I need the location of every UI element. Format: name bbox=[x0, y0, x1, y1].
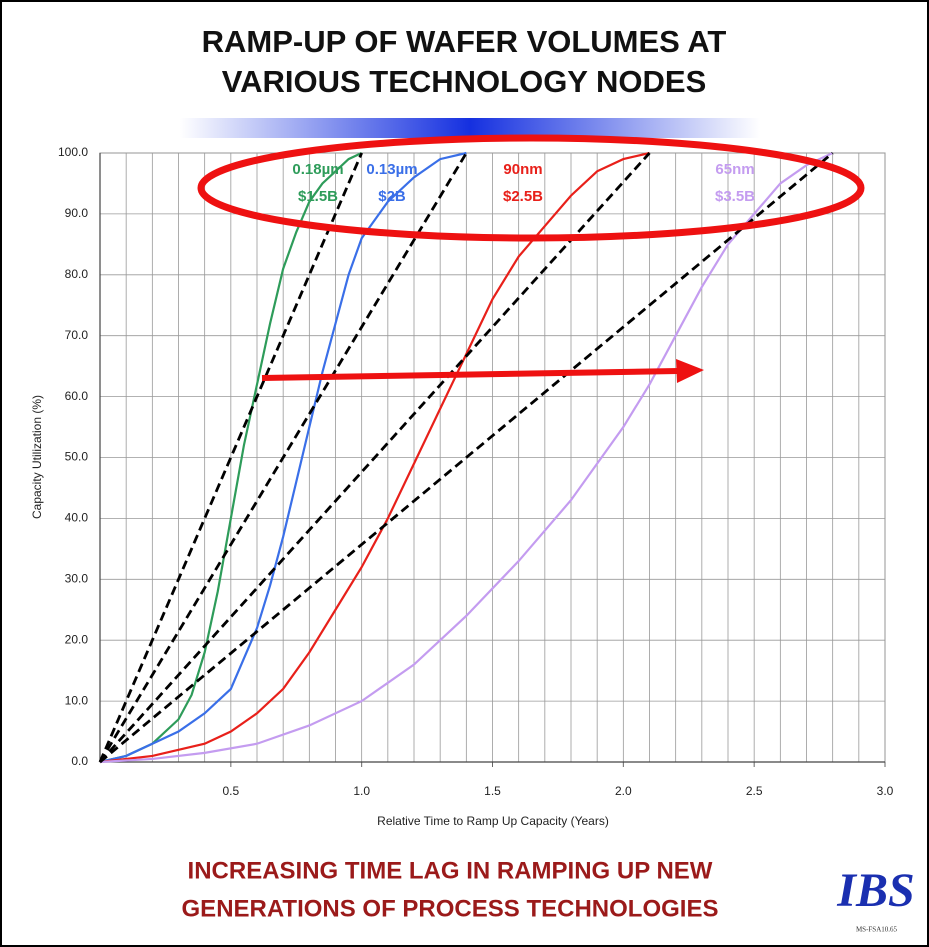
series-label: 90nm bbox=[503, 161, 542, 178]
x-tick-label: 3.0 bbox=[877, 784, 894, 798]
y-tick-label: 80.0 bbox=[65, 267, 89, 281]
footer-text: INCREASING TIME LAG IN RAMPING UP NEW bbox=[188, 857, 713, 884]
highlight-ellipse bbox=[197, 134, 865, 242]
series-cost: $3.5B bbox=[715, 188, 755, 205]
x-axis-label: Relative Time to Ramp Up Capacity (Years… bbox=[377, 814, 609, 828]
series-label: 0.18µm bbox=[292, 161, 343, 178]
arrow-shaft bbox=[261, 368, 679, 381]
y-tick-label: 40.0 bbox=[65, 511, 89, 525]
series-cost: $1.5B bbox=[298, 188, 338, 205]
x-tick-label: 2.5 bbox=[746, 784, 763, 798]
y-tick-label: 50.0 bbox=[65, 450, 89, 464]
y-tick-label: 10.0 bbox=[65, 693, 89, 707]
series-cost: $2B bbox=[378, 188, 406, 205]
y-tick-label: 20.0 bbox=[65, 632, 89, 646]
y-tick-label: 100.0 bbox=[58, 145, 88, 159]
series-line bbox=[99, 151, 650, 764]
dashed-line bbox=[98, 152, 363, 763]
title-bar bbox=[180, 118, 760, 138]
x-tick-label: 1.0 bbox=[353, 784, 370, 798]
dashed-line bbox=[99, 151, 834, 764]
y-tick-label: 70.0 bbox=[65, 328, 89, 342]
dashed-line bbox=[98, 152, 468, 763]
y-tick-label: 90.0 bbox=[65, 206, 89, 220]
series-cost: $2.5B bbox=[503, 188, 543, 205]
x-tick-label: 1.5 bbox=[484, 784, 501, 798]
chart-title: RAMP-UP OF WAFER VOLUMES AT bbox=[202, 24, 727, 59]
series-line bbox=[99, 151, 467, 764]
y-tick-label: 30.0 bbox=[65, 571, 89, 585]
x-tick-label: 0.5 bbox=[222, 784, 239, 798]
y-tick-label: 0.0 bbox=[71, 754, 88, 768]
footer-text: GENERATIONS OF PROCESS TECHNOLOGIES bbox=[182, 895, 719, 922]
series-line bbox=[99, 152, 834, 764]
y-tick-label: 60.0 bbox=[65, 389, 89, 403]
doc-code: MS-FSA10.65 bbox=[856, 926, 898, 934]
logo: IBS bbox=[836, 864, 914, 917]
arrow-head bbox=[676, 359, 704, 383]
y-axis-label: Capacity Utilization (%) bbox=[30, 395, 44, 519]
dashed-line bbox=[98, 152, 651, 763]
chart-title: VARIOUS TECHNOLOGY NODES bbox=[222, 64, 707, 99]
series-label: 65nm bbox=[715, 161, 754, 178]
x-tick-label: 2.0 bbox=[615, 784, 632, 798]
series-label: 0.13µm bbox=[366, 161, 417, 178]
